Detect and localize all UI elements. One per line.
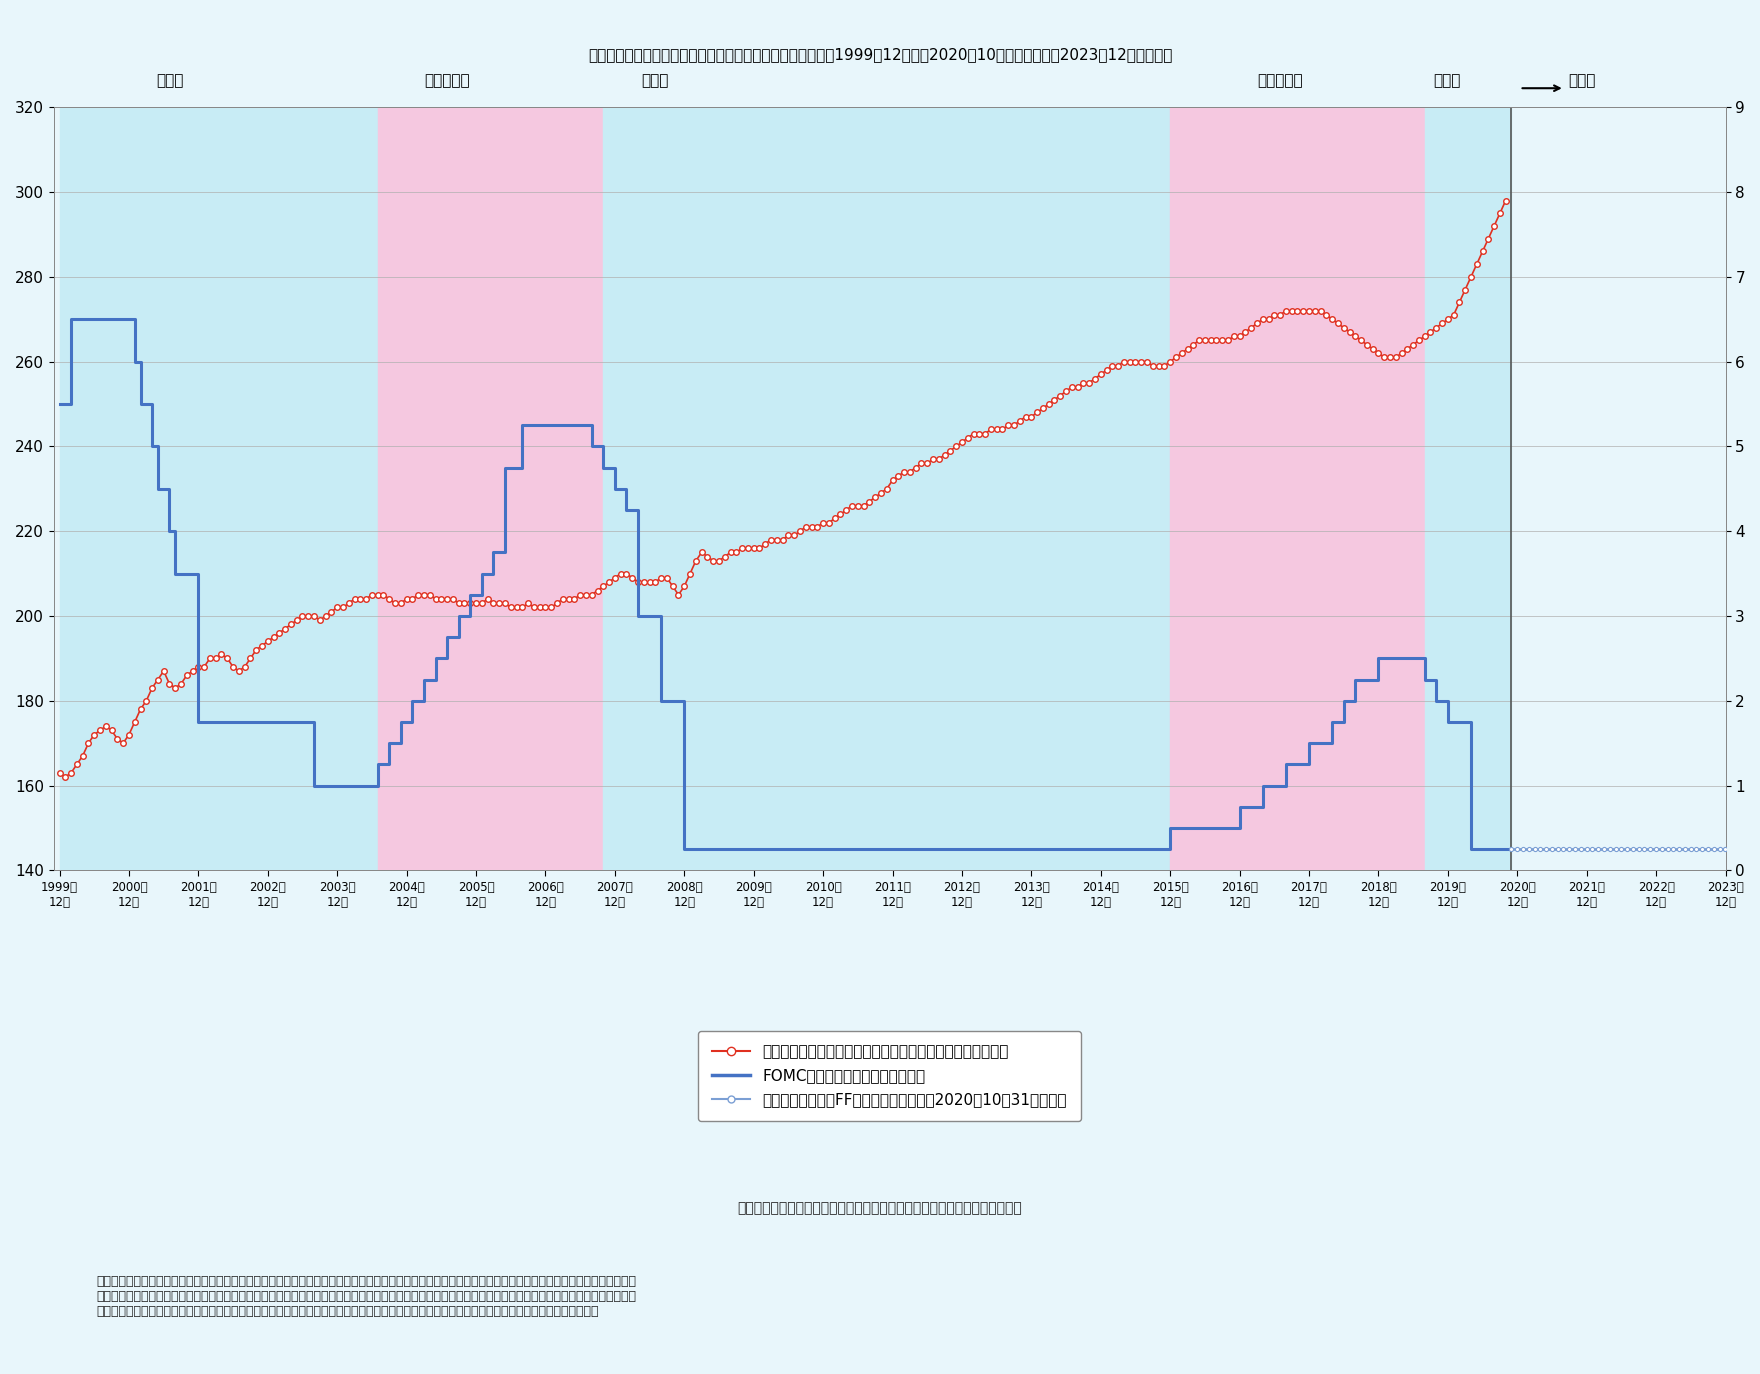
- Bar: [378, 107, 604, 870]
- Text: 利下げ: 利下げ: [155, 73, 183, 88]
- Text: 利上げ転換: 利上げ転換: [1257, 73, 1302, 88]
- Bar: [1424, 107, 1512, 870]
- Legend: ブルームバーグ・バークレイズ・米国総合指数（円ヘッジ）, FOMC金利誘導目標（右軸、実績）, 政策金利見通し（FF先物による見通し、2020年10月31日時点: ブルームバーグ・バークレイズ・米国総合指数（円ヘッジ）, FOMC金利誘導目標（…: [699, 1030, 1081, 1121]
- Text: 為替ヘッジ付米国債券の値動きと米政策金利の推移（期間：1999年12月末〜2020年10月末、見通しは2023年12月末まで）: 為替ヘッジ付米国債券の値動きと米政策金利の推移（期間：1999年12月末〜202…: [588, 47, 1172, 62]
- Bar: [604, 107, 1170, 870]
- Bar: [60, 107, 378, 870]
- Text: 利下げ: 利下げ: [1433, 73, 1461, 88]
- Text: 利上げ転換: 利上げ転換: [424, 73, 470, 88]
- Text: ブルームバーグは、ブルームバーグ・ファイナンス・エル・ピーの商標およびサービスマークです。バークレイズは、ライセンスに基づき使用されているバーク
レイズ・バンク: ブルームバーグは、ブルームバーグ・ファイナンス・エル・ピーの商標およびサービスマ…: [97, 1275, 637, 1318]
- Bar: [1170, 107, 1424, 870]
- Text: 出所：ブルームバーグのデータを基にアムンディ・ジャパン株式会社が作成: 出所：ブルームバーグのデータを基にアムンディ・ジャパン株式会社が作成: [737, 1201, 1023, 1215]
- Text: 利下げ: 利下げ: [642, 73, 669, 88]
- Text: 見通し: 見通し: [1568, 73, 1596, 88]
